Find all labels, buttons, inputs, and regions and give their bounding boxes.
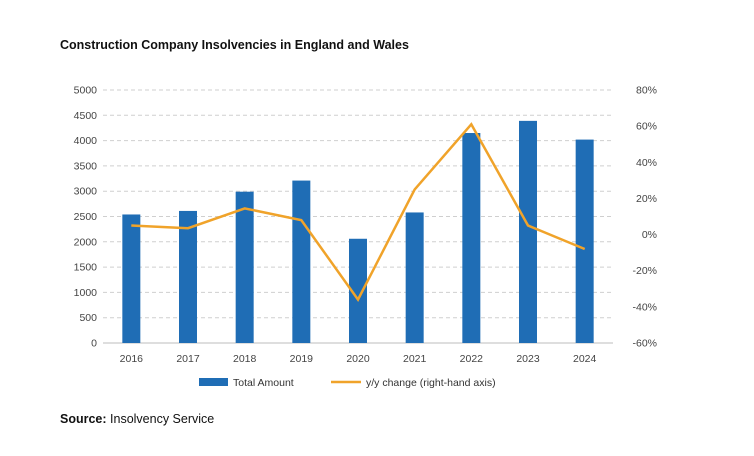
x-tick-label: 2023 <box>516 353 540 365</box>
left-tick-label: 2000 <box>74 236 98 248</box>
legend-label-total-amount: Total Amount <box>233 377 294 389</box>
legend-swatch-total-amount <box>199 378 228 386</box>
right-tick-label: 0% <box>642 229 657 241</box>
line-series <box>131 122 586 302</box>
x-tick-label: 2017 <box>176 353 200 365</box>
source-text: Insolvency Service <box>110 412 215 426</box>
left-tick-label: 4500 <box>74 110 98 122</box>
x-tick-label: 2016 <box>120 353 144 365</box>
right-tick-label: -60% <box>632 338 657 350</box>
bar <box>122 214 141 343</box>
left-tick-label: 500 <box>79 312 97 324</box>
source-note: Source: Insolvency Service <box>60 412 214 426</box>
left-tick-label: 5000 <box>74 85 98 97</box>
legend: Total Amount y/y change (right-hand axis) <box>199 377 496 389</box>
left-tick-label: 1000 <box>74 287 98 299</box>
bar <box>462 133 481 343</box>
chart-title: Construction Company Insolvencies in Eng… <box>60 38 409 52</box>
bar <box>519 120 537 343</box>
left-tick-label: 0 <box>91 338 97 350</box>
right-tick-label: 60% <box>636 121 657 133</box>
right-axis: -60% -40% -20% 0% 20% 40% 60% 80% <box>632 85 657 350</box>
left-tick-label: 1500 <box>74 262 98 274</box>
x-tick-label: 2021 <box>403 353 427 365</box>
right-tick-label: 40% <box>636 157 657 169</box>
x-axis: 2016 2017 2018 2019 2020 2021 2022 2023 2024 <box>120 353 597 365</box>
right-tick-label: -40% <box>632 301 657 313</box>
source-label: Source: <box>60 412 107 426</box>
bar <box>349 238 367 343</box>
right-tick-label: 20% <box>636 193 657 205</box>
bar-series <box>122 120 594 343</box>
left-tick-label: 4000 <box>74 135 98 147</box>
bar <box>405 212 424 343</box>
x-tick-label: 2024 <box>573 353 597 365</box>
bar <box>575 139 594 343</box>
right-tick-label: 80% <box>636 85 657 97</box>
legend-label-yoy-change: y/y change (right-hand axis) <box>366 377 496 389</box>
left-tick-label: 2500 <box>74 211 98 223</box>
x-tick-label: 2022 <box>460 353 484 365</box>
bar <box>235 191 254 343</box>
left-tick-label: 3000 <box>74 186 98 198</box>
bar <box>179 210 197 343</box>
chart-area: 0 500 1000 1500 2000 2500 3000 3500 4000 4500 5000… <box>74 85 657 390</box>
bar <box>292 180 311 343</box>
x-tick-label: 2018 <box>233 353 257 365</box>
left-axis: 0 500 1000 1500 2000 2500 3000 3500 4000 4500 5000 <box>74 85 98 350</box>
right-tick-label: -20% <box>632 265 657 277</box>
x-tick-label: 2020 <box>346 353 370 365</box>
left-tick-label: 3500 <box>74 160 98 172</box>
x-tick-label: 2019 <box>290 353 314 365</box>
